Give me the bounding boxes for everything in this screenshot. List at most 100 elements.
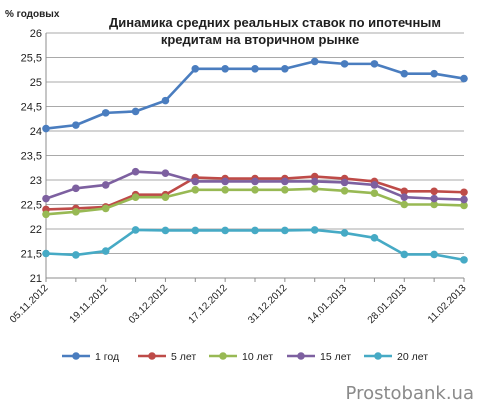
data-point bbox=[460, 201, 468, 210]
series-1 bbox=[42, 57, 468, 133]
data-point bbox=[221, 226, 229, 235]
y-tick-label: 21,5 bbox=[21, 249, 42, 261]
data-point bbox=[281, 64, 289, 73]
data-point bbox=[161, 169, 170, 177]
data-point bbox=[310, 57, 319, 66]
x-tick-label: 05.11.2012 bbox=[8, 283, 51, 326]
y-tick-label: 23,5 bbox=[21, 151, 42, 163]
y-tick-label: 25 bbox=[30, 77, 42, 89]
data-point bbox=[281, 177, 289, 186]
data-point bbox=[221, 64, 229, 73]
legend-marker bbox=[297, 352, 305, 360]
data-point bbox=[310, 226, 319, 234]
series-3 bbox=[42, 185, 468, 219]
data-point bbox=[370, 181, 379, 189]
y-tick-label: 26 bbox=[30, 28, 42, 40]
data-point bbox=[42, 210, 50, 219]
data-point bbox=[430, 69, 438, 78]
data-point bbox=[131, 226, 140, 234]
data-point bbox=[370, 234, 379, 242]
legend-label: 1 год bbox=[95, 351, 119, 363]
legend-item: 1 год bbox=[62, 351, 119, 363]
data-point bbox=[221, 177, 229, 186]
legend-item: 10 лет bbox=[209, 351, 273, 363]
data-point bbox=[251, 186, 259, 194]
data-point bbox=[131, 193, 140, 201]
series-lines bbox=[42, 57, 468, 264]
data-point bbox=[370, 189, 379, 198]
data-point bbox=[72, 184, 80, 193]
data-point bbox=[131, 107, 140, 116]
data-point bbox=[460, 195, 468, 204]
y-tick-label: 22 bbox=[30, 224, 42, 236]
x-tick-label: 19.11.2012 bbox=[68, 283, 111, 326]
x-tick-label: 28.01.2013 bbox=[366, 283, 409, 326]
data-point bbox=[370, 60, 379, 68]
data-point bbox=[42, 124, 50, 133]
legend-label: 20 лет bbox=[397, 351, 428, 363]
data-point bbox=[430, 200, 438, 209]
y-tick-label: 21 bbox=[30, 273, 42, 285]
data-point bbox=[161, 193, 170, 201]
legend-label: 5 лет bbox=[171, 351, 196, 363]
data-point bbox=[340, 186, 349, 195]
data-point bbox=[430, 250, 438, 259]
data-point bbox=[101, 247, 110, 255]
legend-marker bbox=[72, 352, 80, 360]
y-tick-label: 24 bbox=[30, 126, 42, 138]
data-point bbox=[340, 178, 349, 187]
data-point bbox=[281, 226, 289, 235]
data-point bbox=[400, 69, 409, 78]
chart-title-line-2: кредитам на вторичном рынке bbox=[161, 32, 359, 47]
data-point bbox=[400, 200, 409, 209]
data-point bbox=[101, 109, 110, 117]
data-point bbox=[340, 229, 349, 237]
data-point bbox=[340, 60, 349, 68]
legend: 1 год 5 лет 10 лет 15 лет 20 лет bbox=[62, 351, 428, 363]
y-tick-label: 25,5 bbox=[21, 53, 42, 65]
watermark: Prostobank.ua bbox=[346, 383, 474, 404]
legend-marker bbox=[374, 352, 382, 360]
data-point bbox=[310, 177, 319, 186]
y-tick-label: 22,5 bbox=[21, 200, 42, 212]
series-4 bbox=[42, 167, 468, 204]
legend-marker bbox=[219, 352, 227, 360]
legend-item: 5 лет bbox=[138, 351, 196, 363]
data-point bbox=[251, 64, 259, 73]
x-tick-label: 03.12.2012 bbox=[127, 283, 170, 326]
legend-label: 10 лет bbox=[242, 351, 273, 363]
y-tick-label: 23 bbox=[30, 175, 42, 187]
data-point bbox=[460, 256, 468, 264]
data-point bbox=[161, 226, 170, 235]
legend-item: 20 лет bbox=[364, 351, 428, 363]
data-point bbox=[161, 96, 170, 105]
data-point bbox=[72, 121, 80, 129]
data-point bbox=[72, 208, 80, 216]
legend-item: 15 лет bbox=[287, 351, 351, 363]
data-point bbox=[72, 251, 80, 259]
y-tick-label: 24,5 bbox=[21, 102, 42, 114]
legend-label: 15 лет bbox=[320, 351, 351, 363]
x-tick-label: 14.01.2013 bbox=[306, 283, 349, 326]
x-tick-label: 31.12.2012 bbox=[246, 283, 289, 326]
data-point bbox=[400, 250, 409, 259]
data-point bbox=[251, 226, 259, 235]
data-point bbox=[191, 177, 200, 186]
data-point bbox=[42, 194, 50, 203]
series-5 bbox=[42, 226, 468, 264]
data-point bbox=[400, 187, 409, 196]
data-point bbox=[131, 167, 140, 176]
data-point bbox=[221, 186, 229, 194]
data-point bbox=[310, 185, 319, 193]
x-tick-label: 17.12.2012 bbox=[187, 283, 230, 326]
data-point bbox=[42, 249, 50, 258]
data-point bbox=[191, 186, 200, 194]
data-point bbox=[101, 204, 110, 213]
chart-title-line-1: Динамика средних реальных ставок по ипот… bbox=[109, 15, 441, 30]
data-point bbox=[430, 194, 438, 203]
data-point bbox=[430, 187, 438, 196]
data-point bbox=[281, 186, 289, 194]
data-point bbox=[101, 181, 110, 189]
